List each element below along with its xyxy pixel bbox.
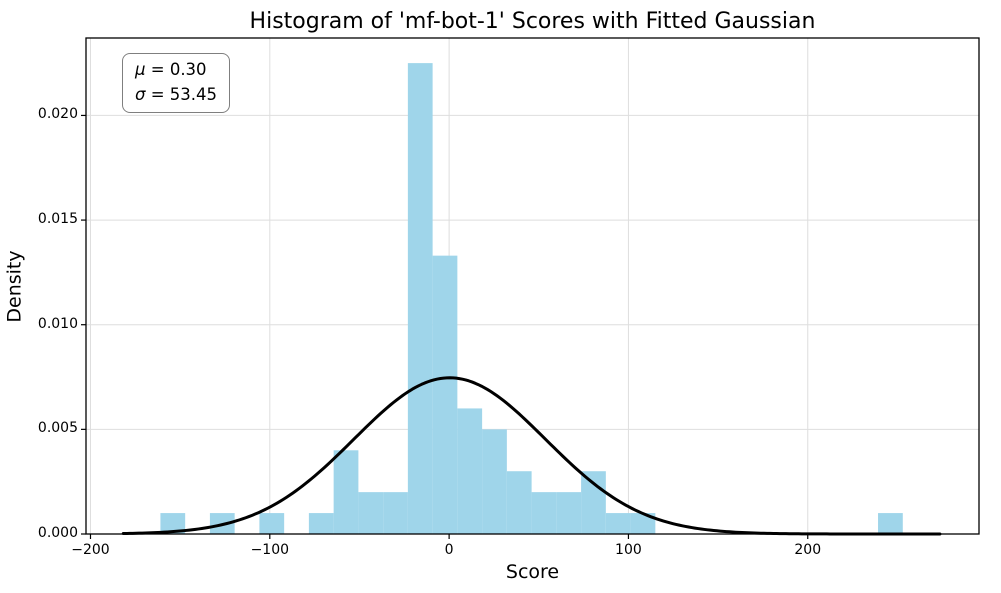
- mu-symbol: μ: [135, 60, 146, 79]
- axes-spines: [85, 37, 980, 535]
- x-tick-label: −200: [71, 542, 110, 558]
- histogram-bar: [506, 471, 532, 534]
- chart-title: Histogram of 'mf-bot-1' Scores with Fitt…: [249, 9, 816, 34]
- histogram-bar: [482, 429, 507, 534]
- histogram-bar: [259, 513, 285, 534]
- y-tick-label: 0.010: [37, 315, 78, 332]
- histogram-bar: [581, 471, 606, 534]
- y-tick-label: 0.015: [37, 211, 78, 228]
- histogram-bar: [432, 255, 458, 534]
- y-tick-label: 0.000: [37, 525, 78, 541]
- x-tick-label: 0: [444, 542, 454, 558]
- histogram-bar: [358, 492, 384, 534]
- sigma-stat-line: σ = 53.45: [135, 82, 217, 107]
- sigma-symbol: σ: [135, 85, 146, 105]
- histogram-bar: [333, 450, 359, 534]
- histogram-bar: [407, 63, 433, 535]
- mu-stat-line: μ = 0.30: [135, 57, 217, 82]
- mu-value: = 0.30: [145, 60, 207, 79]
- histogram-bar: [160, 513, 186, 534]
- histogram-bar: [605, 513, 631, 534]
- histogram-bar: [630, 513, 656, 534]
- x-tick-label: 200: [794, 542, 822, 558]
- y-tick-label: 0.020: [37, 106, 78, 123]
- histogram-bar: [531, 492, 557, 534]
- x-tick-label: −100: [250, 542, 290, 558]
- stats-annotation-box: μ = 0.30 σ = 53.45: [122, 53, 231, 114]
- histogram-bar: [383, 492, 408, 534]
- histogram-bar: [556, 492, 582, 534]
- x-axis-label: Score: [505, 561, 560, 583]
- sigma-value: = 53.45: [145, 85, 218, 105]
- y-axis-label: Density: [3, 250, 26, 323]
- histogram-bar: [457, 408, 483, 534]
- x-tick-label: 100: [615, 542, 642, 558]
- histogram-bar: [308, 513, 334, 534]
- y-tick-label: 0.005: [37, 420, 78, 437]
- histogram-bar: [878, 513, 903, 534]
